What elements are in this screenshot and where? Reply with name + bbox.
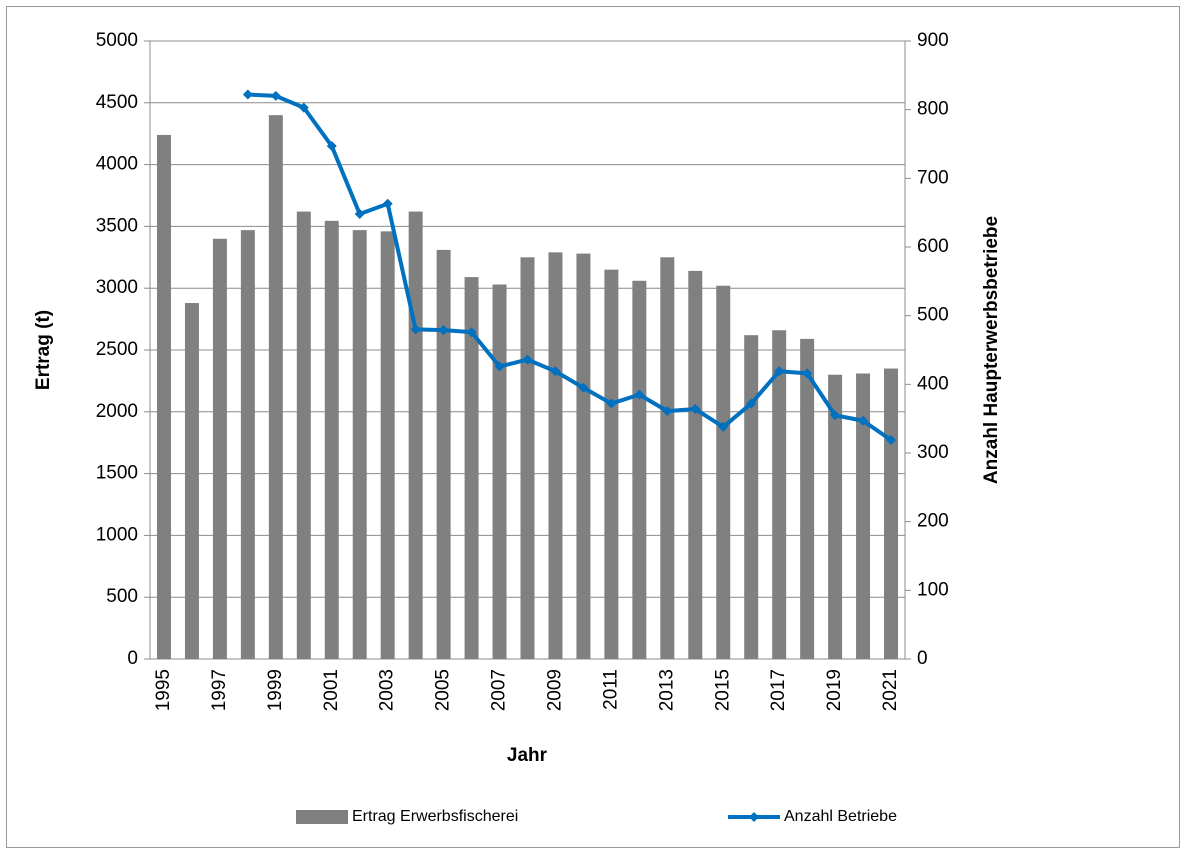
line-marker: [830, 410, 841, 421]
line-marker: [298, 102, 309, 113]
bar: [716, 285, 731, 659]
y2-tick-label: 900: [917, 30, 949, 51]
x-tick-label: 2015: [712, 669, 733, 711]
bar: [492, 284, 507, 659]
y2-axis-label: Anzahl Haupterwerbsbetriebe: [981, 216, 1002, 484]
y2-tick-label: 200: [917, 511, 949, 532]
bar: [436, 249, 451, 659]
bar: [828, 374, 843, 659]
bar: [604, 269, 619, 659]
bar: [688, 270, 703, 659]
x-tick-label: 1995: [153, 669, 174, 711]
line-marker: [634, 389, 645, 400]
y2-tick-label: 500: [917, 305, 949, 326]
y2-tick-label: 400: [917, 373, 949, 394]
bar: [184, 303, 199, 659]
bar: [884, 368, 899, 659]
x-tick-label: 2005: [433, 669, 454, 711]
y-tick-label: 1500: [96, 463, 138, 484]
line: [247, 92, 893, 442]
bar: [800, 338, 815, 659]
x-tick-label: 2021: [880, 669, 901, 711]
legend-label: Ertrag Erwerbsfischerei: [352, 808, 518, 825]
y2-tick-label: 600: [917, 236, 949, 257]
line-marker: [802, 368, 813, 379]
line-marker: [858, 415, 869, 426]
y-tick-label: 1000: [96, 524, 138, 545]
line-marker: [466, 327, 477, 338]
y2-tick-label: 800: [917, 99, 949, 120]
x-tick-label: 2003: [377, 669, 398, 711]
y-tick-label: 3000: [96, 277, 138, 298]
bar: [408, 211, 423, 659]
y-axis-label: Ertrag (t): [33, 310, 54, 390]
y-tick-label: 2000: [96, 401, 138, 422]
bar: [660, 257, 675, 659]
line-marker: [606, 398, 617, 409]
x-tick-label: 2013: [656, 669, 677, 711]
bar: [520, 257, 535, 659]
x-tick-label: 2019: [824, 669, 845, 711]
line-marker: [270, 90, 281, 101]
x-tick-label: 1997: [209, 669, 230, 711]
line-marker: [438, 325, 449, 336]
line-marker: [522, 354, 533, 365]
bar: [856, 373, 871, 659]
legend-marker: [749, 812, 759, 822]
x-tick-label: 2007: [489, 669, 510, 711]
y-tick-label: 2500: [96, 339, 138, 360]
bar: [156, 134, 171, 659]
x-axis-label: Jahr: [507, 745, 548, 766]
x-tick-label: 2009: [544, 669, 565, 711]
bar: [352, 230, 367, 659]
line-marker: [886, 434, 897, 445]
bar: [268, 115, 283, 659]
y2-tick-label: 100: [917, 579, 949, 600]
line-marker: [746, 398, 757, 409]
line-marker: [242, 89, 253, 100]
y2-tick-label: 0: [917, 648, 928, 669]
line-marker: [774, 366, 785, 377]
chart-border: [6, 6, 1180, 848]
bar: [296, 211, 311, 659]
line-marker: [578, 382, 589, 393]
bar: [212, 238, 227, 659]
y2-tick-label: 300: [917, 442, 949, 463]
x-tick-label: 1999: [265, 669, 286, 711]
x-tick-label: 2011: [600, 669, 621, 710]
bar: [464, 277, 479, 659]
line-marker: [690, 404, 701, 415]
line-marker: [382, 198, 393, 209]
line-marker: [662, 406, 673, 417]
line-marker: [326, 141, 337, 152]
bar: [772, 330, 787, 659]
y-tick-label: 3500: [96, 215, 138, 236]
y-tick-label: 500: [106, 586, 138, 607]
legend-label: Anzahl Betriebe: [784, 808, 897, 825]
bar: [324, 220, 339, 659]
bar: [380, 231, 395, 659]
bar: [632, 280, 647, 659]
bar: [744, 335, 759, 659]
y-tick-label: 0: [127, 648, 138, 669]
legend-swatch: [296, 810, 348, 824]
x-tick-label: 2017: [768, 669, 789, 711]
bar: [240, 230, 255, 659]
bar: [576, 253, 591, 660]
line-marker: [718, 421, 729, 432]
x-tick-label: 2001: [321, 669, 342, 711]
line-marker: [354, 209, 365, 220]
line-marker: [550, 366, 561, 377]
y2-tick-label: 700: [917, 167, 949, 188]
y-tick-label: 4000: [96, 154, 138, 175]
bar: [548, 252, 563, 659]
line-marker: [494, 361, 505, 372]
y-tick-label: 5000: [96, 30, 138, 51]
line-marker: [410, 324, 421, 335]
y-tick-label: 4500: [96, 92, 138, 113]
